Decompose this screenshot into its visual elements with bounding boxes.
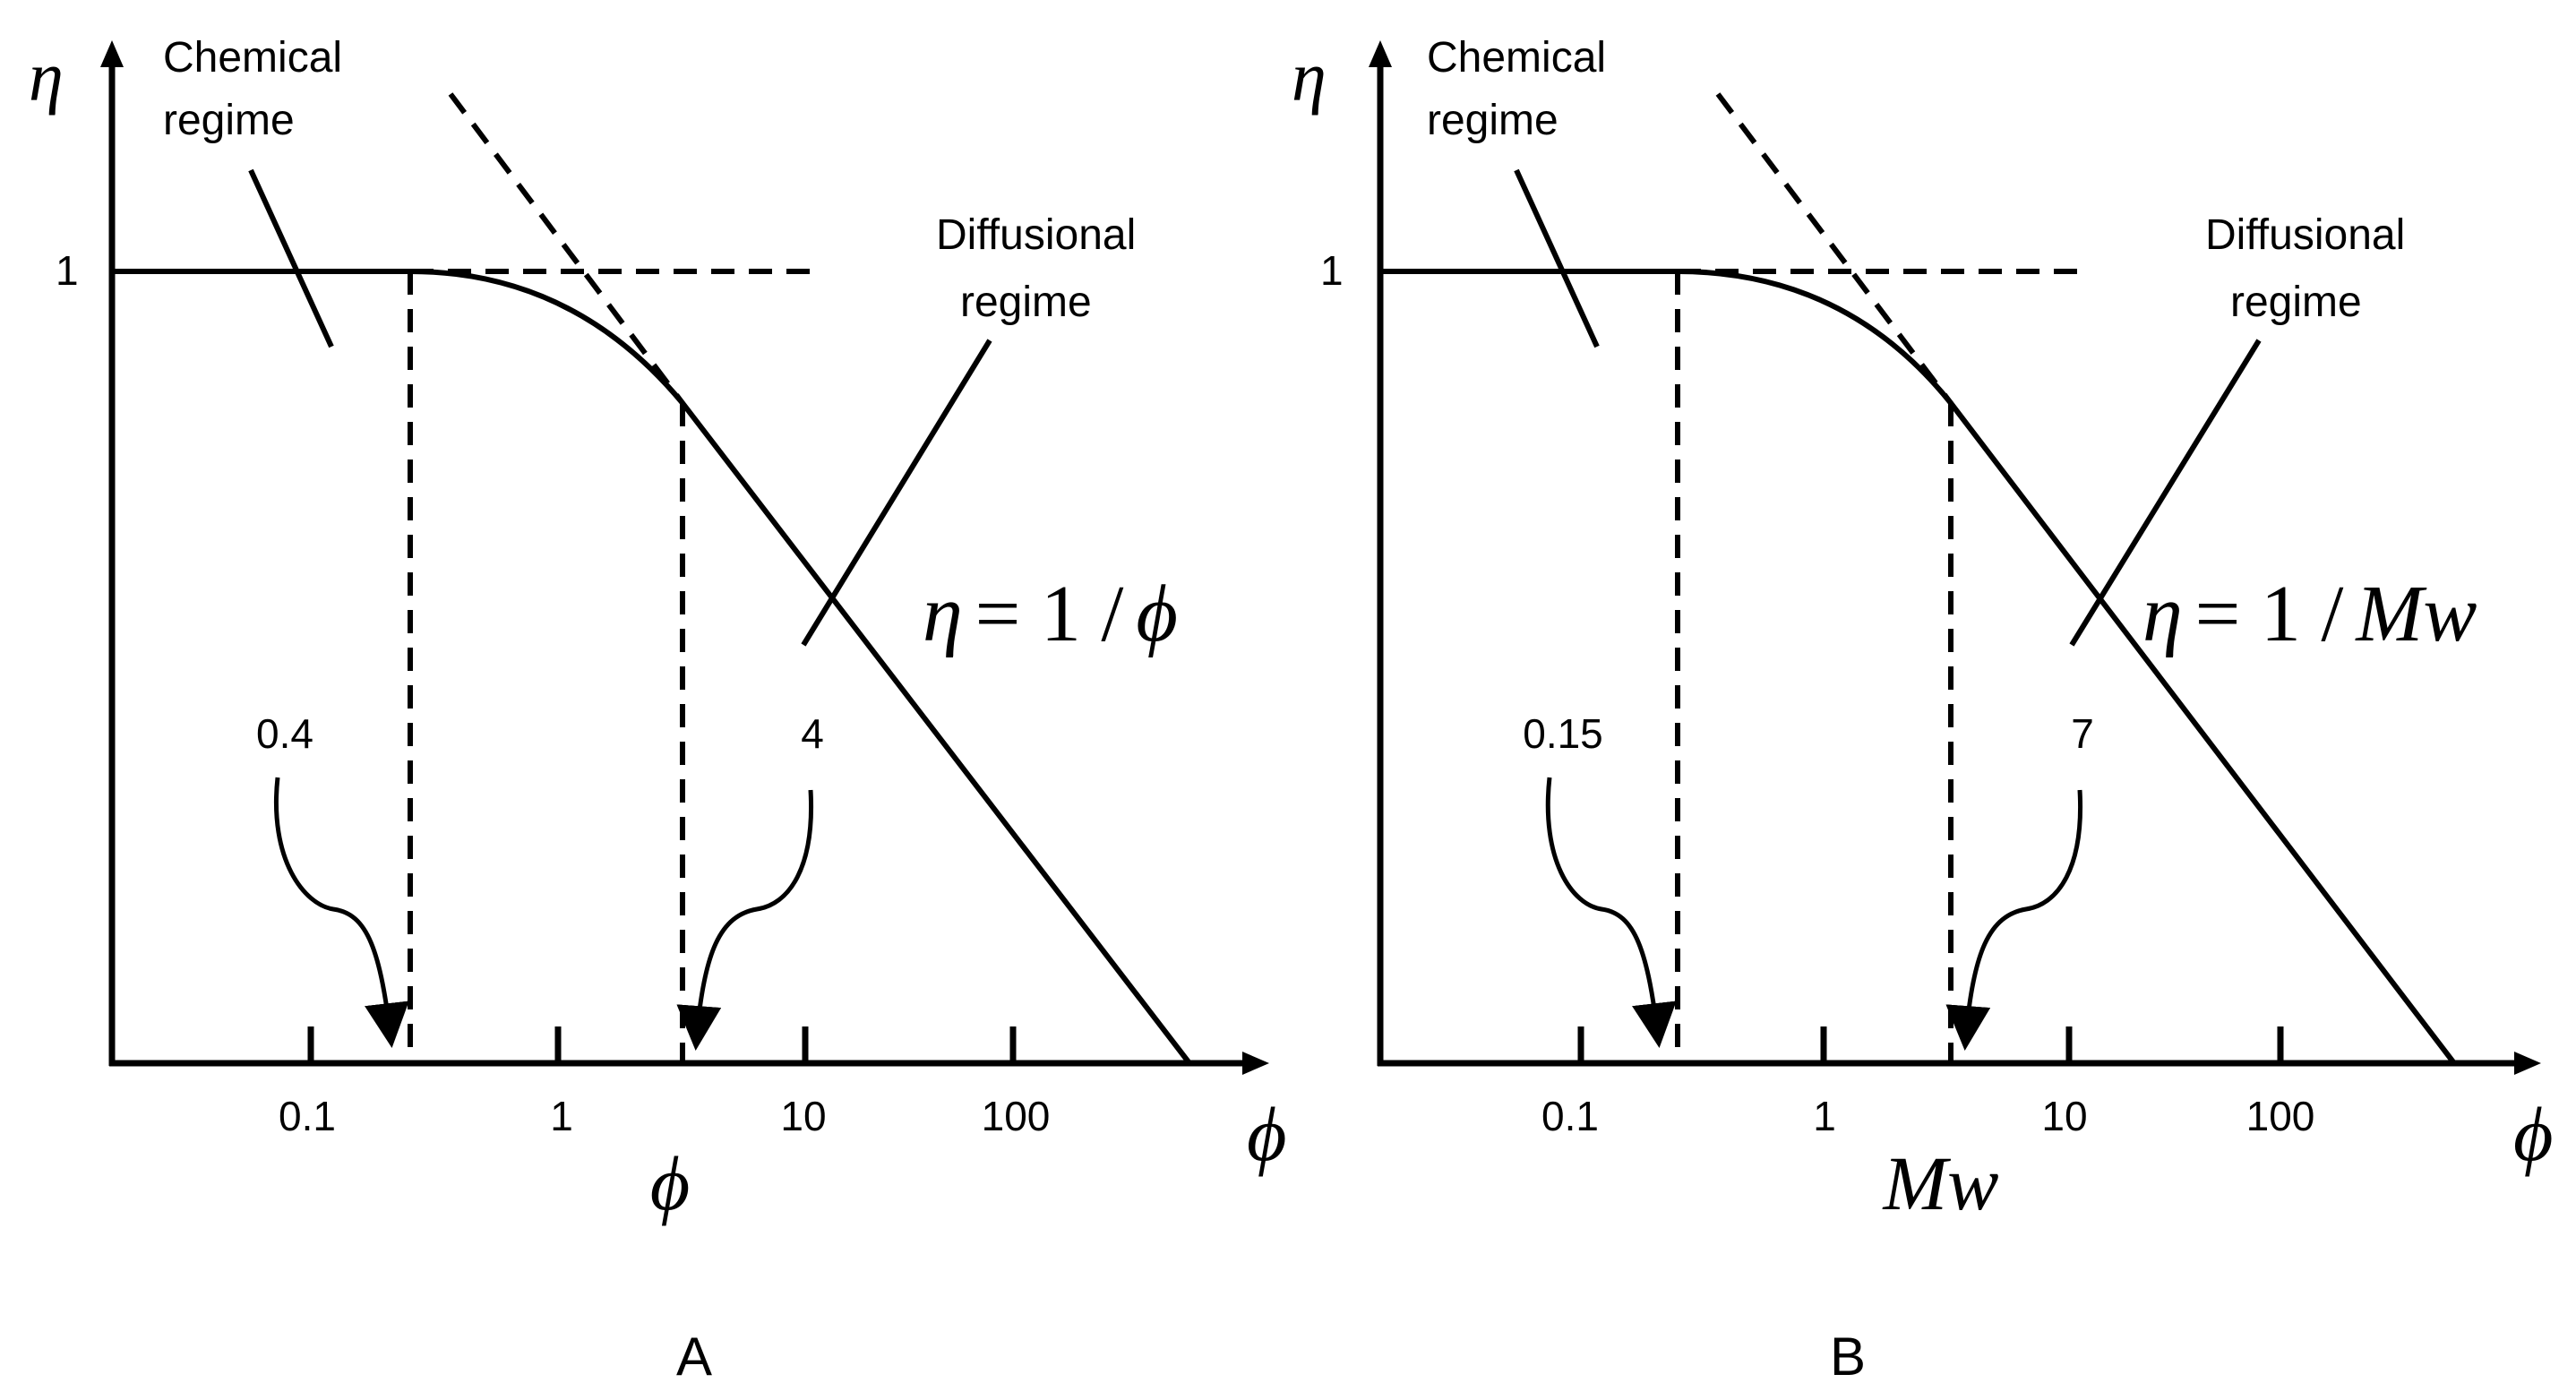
upper-transition-value: 7 xyxy=(2071,710,2094,757)
chemical-regime-label: regime xyxy=(163,97,295,144)
chemical-regime-label: regime xyxy=(1427,97,1558,144)
equation: η = 1 /ϕ xyxy=(923,570,1178,658)
lower-transition-arrow-icon xyxy=(274,777,409,1048)
panel-label: A xyxy=(676,1327,712,1387)
diffusional-regime-label: regime xyxy=(960,279,1092,326)
x-axis-symbol: ϕ xyxy=(1247,1091,1287,1177)
y-axis-symbol: η xyxy=(29,38,64,116)
panel-a: η 1 0.1 1 10 100 ϕ ϕ A Chemical regime D… xyxy=(29,34,1287,1387)
x-axis-name: Mw xyxy=(1882,1140,1999,1226)
x-tick-label: 0.1 xyxy=(1541,1093,1599,1139)
lower-transition-arrow-icon xyxy=(1545,777,1677,1048)
x-axis-symbol: ϕ xyxy=(2513,1091,2554,1177)
lower-transition-value: 0.15 xyxy=(1523,710,1603,757)
x-axis-name: ϕ xyxy=(650,1140,691,1226)
x-tick-label: 1 xyxy=(1813,1093,1836,1139)
y-axis-arrow-icon xyxy=(1369,40,1392,67)
diffusional-regime-label: Diffusional xyxy=(2205,211,2405,259)
lower-transition-value: 0.4 xyxy=(256,710,313,757)
effectiveness-curve xyxy=(112,269,1192,1065)
diffusional-regime-leader xyxy=(801,339,992,647)
x-axis-arrow-icon xyxy=(2514,1052,2541,1075)
x-axis-arrow-icon xyxy=(1242,1052,1269,1075)
slope-asymptote xyxy=(1715,92,1953,405)
chemical-regime-label: Chemical xyxy=(1427,34,1606,82)
diffusional-regime-label: regime xyxy=(2230,279,2362,326)
effectiveness-curve xyxy=(1380,269,2457,1065)
equation: η = 1 /Mw xyxy=(2142,570,2477,658)
x-tick-label: 100 xyxy=(982,1093,1051,1139)
y-axis-arrow-icon xyxy=(100,40,124,67)
upper-transition-value: 4 xyxy=(801,710,824,757)
x-tick-label: 1 xyxy=(550,1093,573,1139)
chemical-regime-leader xyxy=(1514,168,1600,348)
diffusional-regime-leader xyxy=(2069,339,2262,647)
x-tick-label: 0.1 xyxy=(279,1093,336,1139)
chemical-regime-leader xyxy=(248,168,334,348)
chemical-regime-label: Chemical xyxy=(163,34,342,82)
x-tick-label: 10 xyxy=(2041,1093,2087,1139)
y-axis-symbol: η xyxy=(1292,38,1327,116)
x-tick-label: 10 xyxy=(780,1093,826,1139)
y-tick-label: 1 xyxy=(1320,247,1344,294)
upper-transition-arrow-icon xyxy=(1945,789,2083,1051)
upper-transition-arrow-icon xyxy=(676,789,814,1051)
slope-asymptote xyxy=(448,92,685,405)
x-tick-label: 100 xyxy=(2246,1093,2315,1139)
y-tick-label: 1 xyxy=(56,247,79,294)
diffusional-regime-label: Diffusional xyxy=(936,211,1136,259)
panel-b: η 1 0.1 1 10 100 ϕ Mw B Chemical regime … xyxy=(1292,34,2554,1387)
panel-label: B xyxy=(1830,1327,1866,1387)
